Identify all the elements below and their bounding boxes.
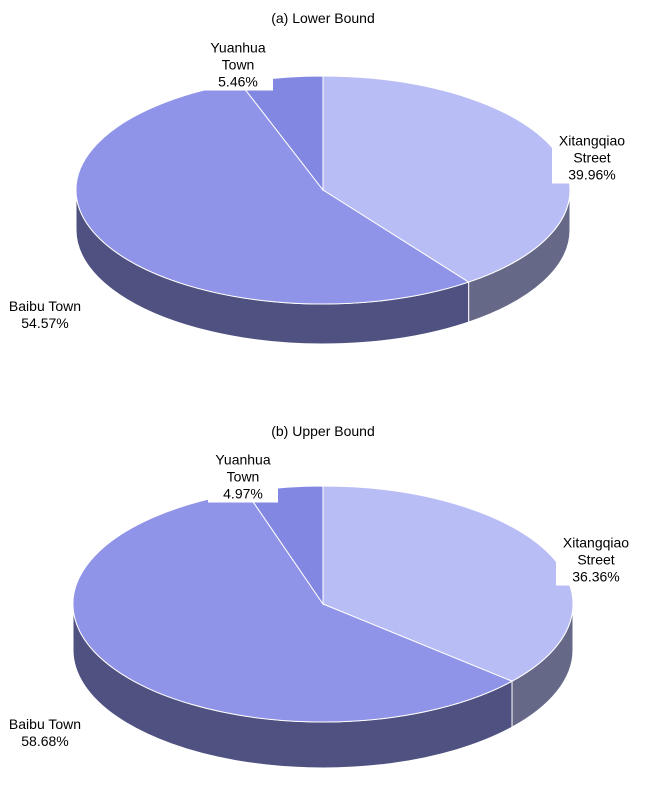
slice — [322, 485, 574, 682]
slice — [75, 82, 470, 305]
data-label: Xitangqiao Street 36.36% — [556, 534, 636, 586]
data-label: Yuanhua Town 5.46% — [203, 39, 273, 91]
value-label: 5.46% — [218, 73, 258, 90]
chart-title: (b) Upper Bound — [271, 423, 375, 439]
data-label: Baibu Town 58.68% — [0, 716, 95, 750]
data-label: Xitangqiao Street 39.96% — [552, 132, 632, 184]
category-label: Xitangqiao Street — [562, 534, 630, 568]
data-label: Baibu Town 54.57% — [0, 298, 95, 332]
category-label: Yuanhua Town — [215, 451, 271, 485]
category-label: Xitangqiao Street — [558, 132, 626, 166]
chart-title: (a) Lower Bound — [271, 10, 375, 26]
value-label: 54.57% — [21, 315, 69, 331]
data-label: Yuanhua Town 4.97% — [208, 451, 278, 503]
category-label: Baibu Town — [8, 298, 82, 314]
value-label: 39.96% — [568, 166, 616, 183]
value-label: 58.68% — [21, 733, 69, 749]
value-label: 4.97% — [223, 485, 263, 502]
category-label: Baibu Town — [8, 716, 82, 732]
category-label: Yuanhua Town — [210, 39, 266, 73]
slice — [72, 491, 514, 723]
value-label: 36.36% — [572, 568, 620, 585]
